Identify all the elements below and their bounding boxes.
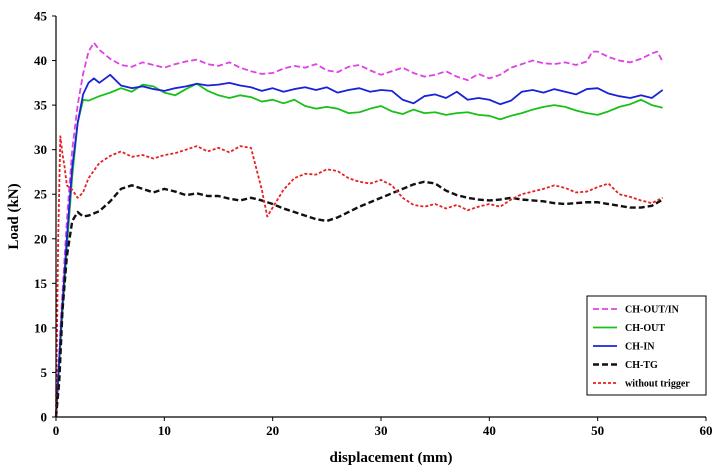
x-tick-label: 50 (591, 423, 604, 438)
series-line-1 (55, 82, 663, 418)
series-line-4 (55, 135, 664, 418)
legend: CH-OUT/IN CH-OUT CH-IN CH-TG without trigger (586, 295, 707, 396)
y-tick-label: 35 (34, 98, 48, 113)
y-tick-label: 20 (34, 231, 47, 246)
legend-label-2: CH-IN (625, 342, 655, 353)
y-tick-label: 30 (34, 142, 47, 157)
series-layer (54, 41, 664, 418)
x-tick-label: 20 (266, 423, 279, 438)
y-tick-label: 45 (34, 9, 48, 24)
legend-label-4: without trigger (625, 379, 690, 390)
series-line-3 (54, 180, 664, 418)
legend-label-3: CH-TG (625, 360, 658, 371)
y-tick-label: 0 (41, 410, 48, 425)
y-tick-label: 10 (34, 320, 47, 335)
series-line-0 (55, 41, 664, 418)
ticks-layer: 0 5 10 15 20 25 30 35 40 45 0 10 20 30 40 50 60 (34, 9, 713, 439)
y-tick-label: 15 (34, 276, 48, 291)
y-tick-label: 25 (34, 187, 48, 202)
x-tick-label: 10 (158, 423, 171, 438)
x-tick-label: 40 (483, 423, 496, 438)
x-tick-label: 0 (53, 423, 60, 438)
x-axis-title: displacement (mm) (330, 450, 453, 466)
x-tick-label: 60 (700, 423, 713, 438)
series-line-2 (55, 73, 664, 418)
y-axis-title: Load (kN) (6, 183, 22, 249)
legend-label-1: CH-OUT (625, 323, 665, 334)
y-tick-label: 40 (34, 53, 47, 68)
x-tick-label: 30 (375, 423, 388, 438)
y-tick-label: 5 (41, 365, 48, 380)
legend-label-0: CH-OUT/IN (625, 305, 680, 316)
